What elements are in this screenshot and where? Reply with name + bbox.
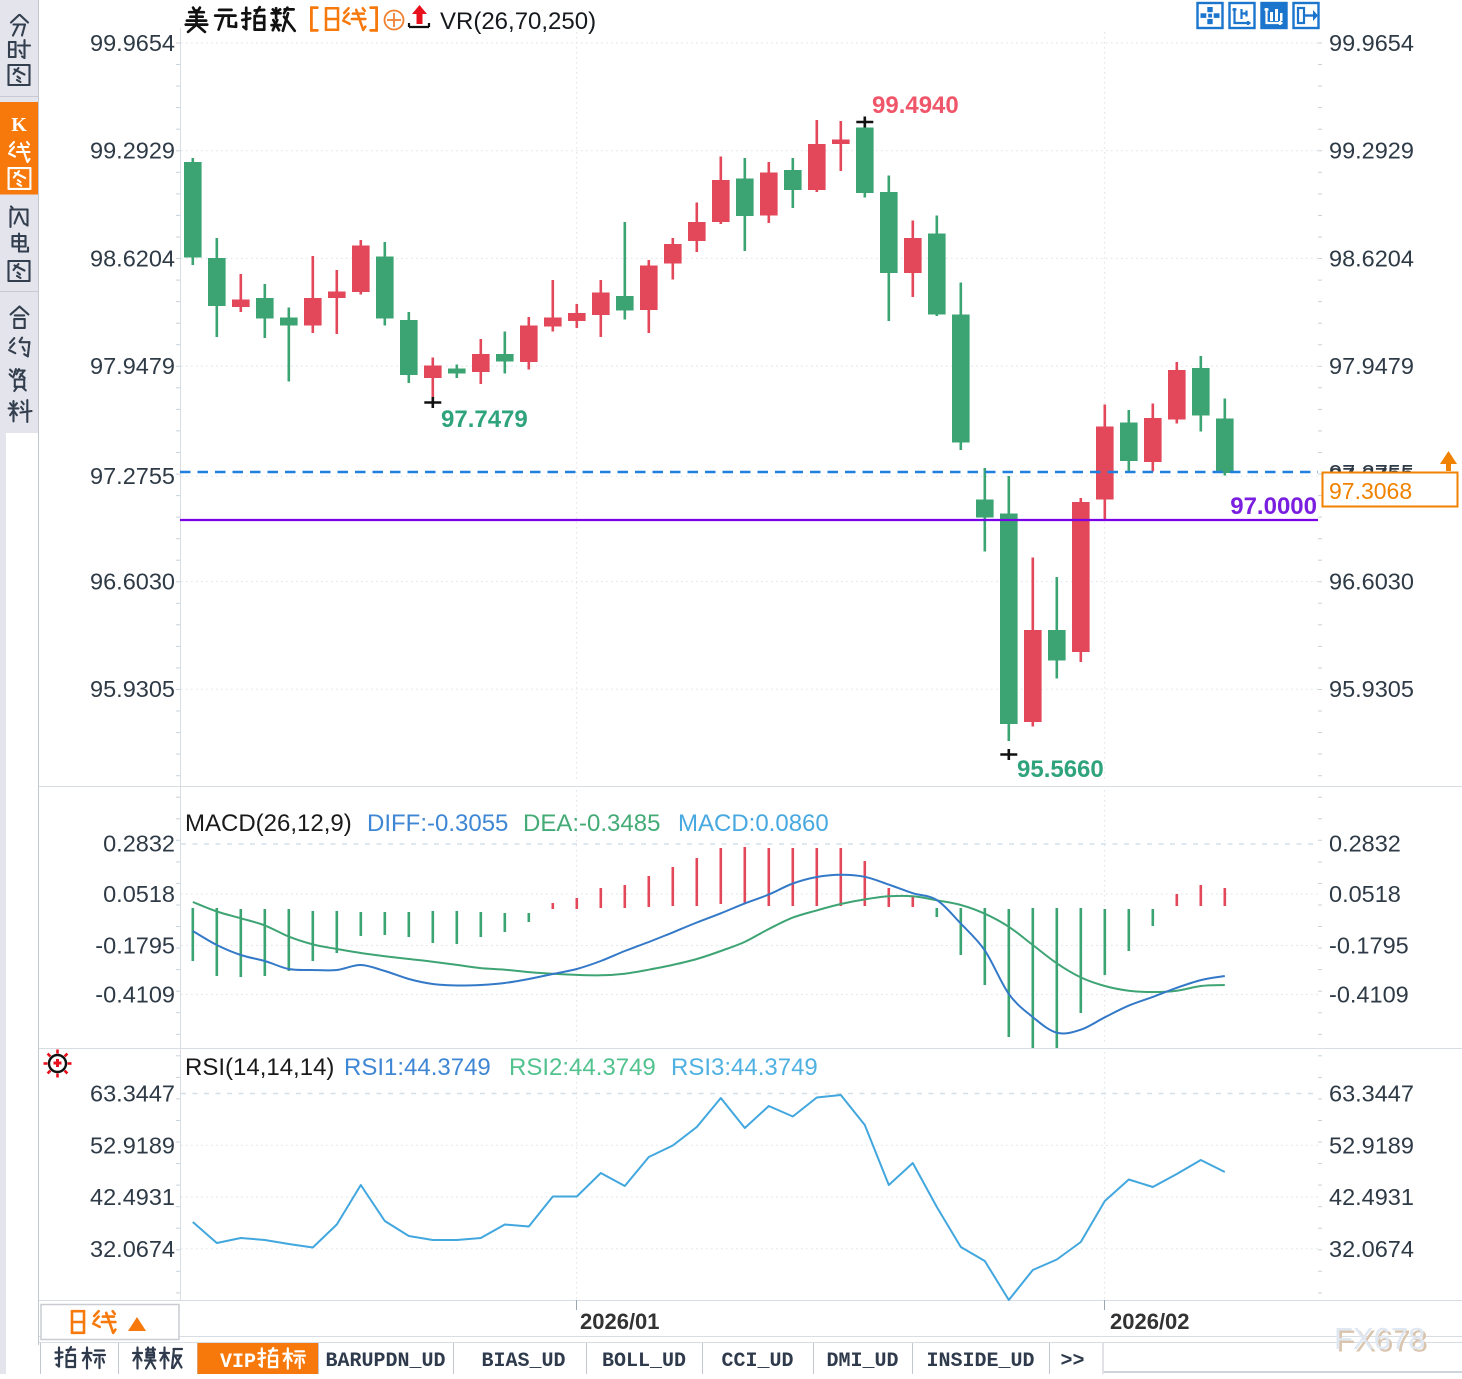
svg-text:95.9305: 95.9305 [1329, 676, 1414, 702]
svg-text:97.7479: 97.7479 [441, 406, 528, 433]
svg-text:99.2929: 99.2929 [90, 138, 175, 164]
svg-text:97.2755: 97.2755 [90, 463, 175, 489]
svg-text:BARUPDN_UD: BARUPDN_UD [325, 1350, 445, 1373]
svg-text:MACD:0.0860: MACD:0.0860 [678, 810, 829, 837]
svg-text:52.9189: 52.9189 [90, 1132, 175, 1158]
svg-text:FX678: FX678 [1334, 1321, 1425, 1356]
svg-text:RSI1:44.3749: RSI1:44.3749 [344, 1054, 491, 1081]
svg-text:CCI_UD: CCI_UD [721, 1350, 793, 1373]
svg-text:RSI(14,14,14): RSI(14,14,14) [185, 1054, 334, 1081]
svg-text:VIP: VIP [220, 1351, 256, 1374]
svg-text:42.4931: 42.4931 [1329, 1184, 1414, 1210]
svg-text:98.6204: 98.6204 [90, 245, 175, 271]
svg-text:VR(26,70,250): VR(26,70,250) [440, 8, 596, 35]
svg-text:97.3068: 97.3068 [1329, 478, 1412, 504]
svg-text:95.5660: 95.5660 [1017, 756, 1104, 783]
svg-text:RSI3:44.3749: RSI3:44.3749 [671, 1054, 818, 1081]
svg-text:0.2832: 0.2832 [1329, 831, 1401, 857]
svg-text:63.3447: 63.3447 [90, 1081, 175, 1107]
svg-text:DMI_UD: DMI_UD [826, 1350, 898, 1373]
svg-text:32.0674: 32.0674 [90, 1236, 175, 1262]
svg-text:RSI2:44.3749: RSI2:44.3749 [509, 1054, 656, 1081]
svg-text:0.2832: 0.2832 [103, 831, 175, 857]
svg-text:2026/02: 2026/02 [1110, 1309, 1190, 1334]
svg-text:99.2929: 99.2929 [1329, 138, 1414, 164]
svg-text:MACD(26,12,9): MACD(26,12,9) [185, 810, 352, 837]
svg-text:63.3447: 63.3447 [1329, 1081, 1414, 1107]
svg-text:BIAS_UD: BIAS_UD [481, 1350, 565, 1373]
svg-text:97.0000: 97.0000 [1230, 493, 1317, 520]
svg-text:0.0518: 0.0518 [1329, 881, 1401, 907]
svg-text:32.0674: 32.0674 [1329, 1236, 1414, 1262]
svg-text:INSIDE_UD: INSIDE_UD [926, 1350, 1034, 1373]
svg-text:K: K [11, 114, 27, 136]
svg-text:99.4940: 99.4940 [872, 92, 959, 119]
svg-text:-0.4109: -0.4109 [95, 982, 175, 1008]
svg-text:99.9654: 99.9654 [90, 30, 175, 56]
svg-text:96.6030: 96.6030 [1329, 569, 1414, 595]
svg-text:2026/01: 2026/01 [580, 1309, 660, 1334]
svg-text:BOLL_UD: BOLL_UD [602, 1350, 686, 1373]
svg-text:-0.4109: -0.4109 [1329, 982, 1409, 1008]
svg-text:98.6204: 98.6204 [1329, 245, 1414, 271]
svg-text:97.9479: 97.9479 [90, 353, 175, 379]
svg-text:DEA:-0.3485: DEA:-0.3485 [523, 810, 660, 837]
svg-text:96.6030: 96.6030 [90, 569, 175, 595]
svg-text:95.9305: 95.9305 [90, 676, 175, 702]
svg-text:-0.1795: -0.1795 [1329, 933, 1409, 959]
svg-text:0.0518: 0.0518 [103, 881, 175, 907]
svg-text:97.9479: 97.9479 [1329, 353, 1414, 379]
svg-text:>>: >> [1060, 1350, 1084, 1373]
svg-text:-0.1795: -0.1795 [95, 933, 175, 959]
svg-text:42.4931: 42.4931 [90, 1184, 175, 1210]
svg-text:52.9189: 52.9189 [1329, 1132, 1414, 1158]
svg-text:99.9654: 99.9654 [1329, 30, 1414, 56]
svg-text:DIFF:-0.3055: DIFF:-0.3055 [367, 810, 508, 837]
